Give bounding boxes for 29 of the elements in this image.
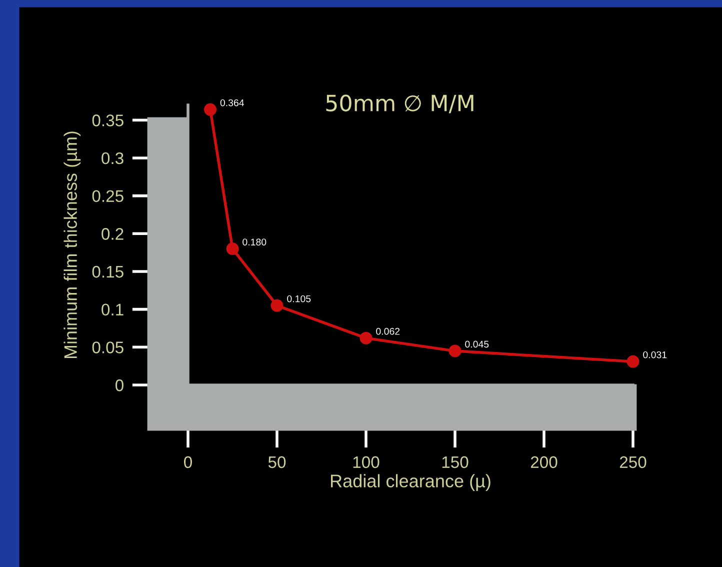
y-tick-label: 0.35 xyxy=(92,114,124,126)
y-axis-title: Minimum film thickness (µm) xyxy=(64,132,81,358)
y-tick-label: 0.3 xyxy=(102,152,124,164)
text: 0.105 xyxy=(287,295,311,302)
x-tick-label: 150 xyxy=(442,456,468,468)
y-tick-label: 0.05 xyxy=(92,342,124,354)
point xyxy=(360,332,372,344)
y-tick-label: 0.2 xyxy=(102,228,124,240)
text: 0.180 xyxy=(242,238,266,246)
point xyxy=(626,355,640,368)
x-tick-label: 0 xyxy=(184,456,192,468)
text: 0.045 xyxy=(465,340,489,348)
point xyxy=(448,344,462,358)
x-tick-label: 50 xyxy=(268,456,286,468)
point xyxy=(226,242,239,256)
point xyxy=(270,299,284,312)
chart-title: 50mm ∅ M/M xyxy=(326,94,474,114)
text: 0.031 xyxy=(643,351,667,358)
x-tick-label: 200 xyxy=(530,456,558,468)
y-tick-label: 0.1 xyxy=(102,304,124,316)
y-tick-label: 0.25 xyxy=(92,190,124,202)
x-tick-label: 250 xyxy=(620,456,646,468)
point xyxy=(204,103,216,116)
y-tick-label: 0 xyxy=(115,379,124,392)
x-tick-label: 100 xyxy=(353,456,380,468)
text: 0.062 xyxy=(376,328,400,335)
x-axis-title: Radial clearance (µ) xyxy=(331,474,490,491)
y-tick-label: 0.15 xyxy=(92,266,124,278)
text: 0.364 xyxy=(220,99,244,106)
